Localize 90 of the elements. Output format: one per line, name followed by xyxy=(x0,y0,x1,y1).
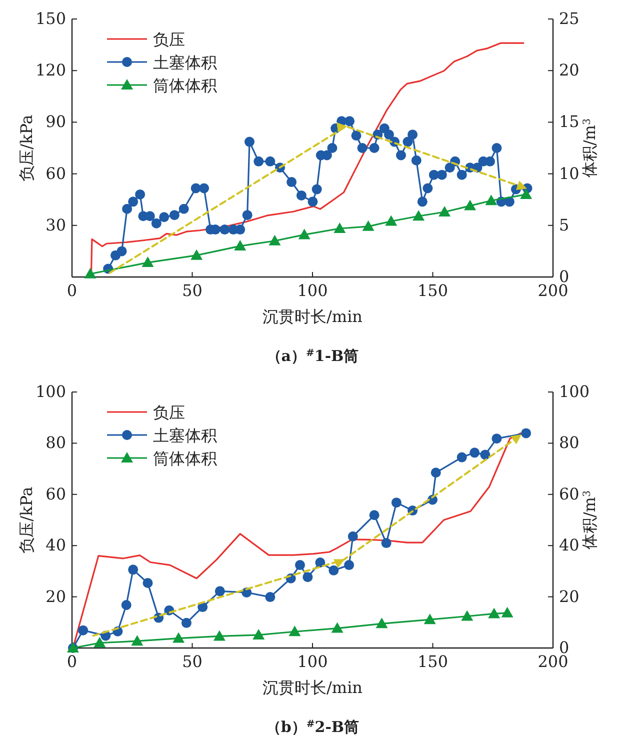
point xyxy=(252,628,265,640)
y-axis-title: 负压/kPa xyxy=(17,114,36,182)
x-tick-label: 50 xyxy=(182,281,202,300)
point xyxy=(294,560,305,570)
x-tick-label: 50 xyxy=(182,652,202,671)
point xyxy=(456,452,467,462)
point xyxy=(172,632,185,643)
point xyxy=(376,618,388,628)
point xyxy=(328,565,339,576)
y-tick-label: 80 xyxy=(46,433,66,452)
x-tick-label: 100 xyxy=(297,281,328,300)
point xyxy=(131,635,144,646)
point xyxy=(214,586,225,596)
point xyxy=(213,630,226,641)
x-tick-label: 200 xyxy=(538,281,568,300)
point xyxy=(344,560,354,570)
point xyxy=(464,200,476,210)
legend-label: 负压 xyxy=(153,403,185,422)
legend-label: 筒体体积 xyxy=(153,449,217,468)
y-tick-label: 100 xyxy=(35,382,66,401)
y2-tick-label: 20 xyxy=(559,60,580,80)
point xyxy=(470,448,480,458)
y2-tick-label: 25 xyxy=(559,9,580,28)
point xyxy=(128,564,138,575)
y2-tick-label: 80 xyxy=(559,433,580,452)
y-axis-title: 负压/kPa xyxy=(17,486,36,554)
y-tick-label: 150 xyxy=(35,9,66,28)
x-axis-title: 沉贯时长/min xyxy=(262,678,362,697)
point xyxy=(381,538,392,548)
point xyxy=(430,468,441,478)
legend-label: 负压 xyxy=(153,30,185,49)
point xyxy=(181,618,192,628)
x-tick-label: 150 xyxy=(417,281,448,300)
point xyxy=(78,625,88,636)
point xyxy=(480,450,490,460)
legend-label: 土塞体积 xyxy=(153,426,217,445)
y2-tick-label: 100 xyxy=(559,382,590,401)
legend-label: 筒体体积 xyxy=(153,76,217,95)
point xyxy=(520,188,532,199)
y-tick-label: 90 xyxy=(46,112,66,132)
x-tick-label: 0 xyxy=(66,652,78,671)
y-tick-label: 60 xyxy=(46,484,66,504)
point xyxy=(142,578,153,588)
point xyxy=(302,572,313,582)
y2-tick-label: 20 xyxy=(559,586,580,606)
point xyxy=(234,240,246,251)
point xyxy=(501,606,514,618)
legend-label: 土塞体积 xyxy=(153,53,217,72)
point xyxy=(521,428,532,438)
y2-tick-label: 60 xyxy=(559,484,580,504)
y-tick-label: 30 xyxy=(46,215,66,234)
text: （a）$^{#}$1-B筒 xyxy=(266,347,359,365)
point xyxy=(298,228,310,240)
point xyxy=(391,498,402,508)
y2-tick-label: 40 xyxy=(559,536,580,555)
y-tick-label: 20 xyxy=(46,586,66,606)
point xyxy=(84,268,96,278)
point xyxy=(265,592,276,602)
x-axis-title: 沉贯时长/min xyxy=(262,307,362,326)
x-tick-label: 0 xyxy=(66,281,78,300)
point xyxy=(485,194,498,206)
point xyxy=(315,557,326,568)
point xyxy=(94,636,106,648)
point xyxy=(369,510,380,520)
point xyxy=(334,222,346,233)
point xyxy=(268,234,281,246)
text: （b）$^{#}$2-B筒 xyxy=(266,718,360,735)
y2-tick-label: 15 xyxy=(559,112,580,132)
point xyxy=(488,608,500,618)
point xyxy=(348,531,358,542)
y-tick-label: 120 xyxy=(35,60,66,80)
x-tick-label: 100 xyxy=(297,652,328,671)
point xyxy=(461,610,474,621)
point xyxy=(288,626,301,636)
point xyxy=(121,600,132,610)
point xyxy=(438,206,451,216)
y2-tick-label: 10 xyxy=(559,164,580,183)
point xyxy=(385,215,398,226)
y-tick-label: 60 xyxy=(46,164,66,183)
point xyxy=(362,220,374,231)
point xyxy=(412,210,425,221)
point xyxy=(142,256,154,268)
y2-tick-label: 5 xyxy=(559,215,570,234)
x-tick-label: 150 xyxy=(417,652,448,671)
point xyxy=(424,614,436,624)
point xyxy=(331,622,344,633)
point xyxy=(190,249,203,260)
x-tick-label: 200 xyxy=(538,652,568,671)
point xyxy=(492,434,502,444)
y-tick-label: 40 xyxy=(46,536,66,555)
